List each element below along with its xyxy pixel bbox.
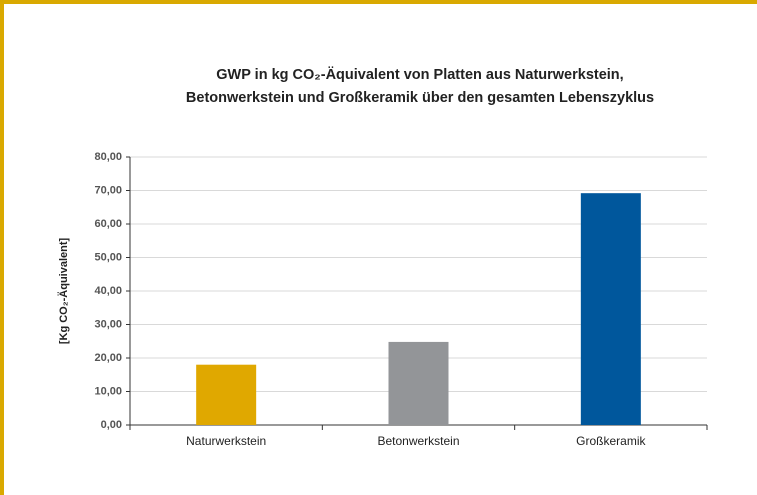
x-tick-label: Naturwerkstein	[186, 434, 266, 448]
x-tick-label: Großkeramik	[576, 434, 646, 448]
bar	[196, 364, 257, 425]
frame-left	[0, 0, 4, 495]
chart-title: Betonwerkstein und Großkeramik über den …	[186, 90, 654, 106]
frame-top	[0, 0, 757, 4]
y-tick-label: 80,00	[94, 151, 122, 163]
y-tick-label: 60,00	[94, 218, 122, 230]
y-tick-label: 20,00	[94, 352, 122, 364]
chart-title: GWP in kg CO₂-Äquivalent von Platten aus…	[216, 66, 623, 83]
y-tick-label: 10,00	[94, 385, 122, 397]
x-tick-label: Betonwerkstein	[377, 434, 459, 448]
y-tick-label: 30,00	[94, 318, 122, 330]
y-tick-label: 70,00	[94, 184, 122, 196]
bar	[388, 341, 449, 425]
bar	[580, 193, 641, 425]
y-axis-label: [Kg CO₂-Äquivalent]	[57, 238, 70, 345]
y-tick-label: 0,00	[101, 419, 122, 431]
y-tick-label: 50,00	[94, 251, 122, 263]
y-tick-label: 40,00	[94, 285, 122, 297]
